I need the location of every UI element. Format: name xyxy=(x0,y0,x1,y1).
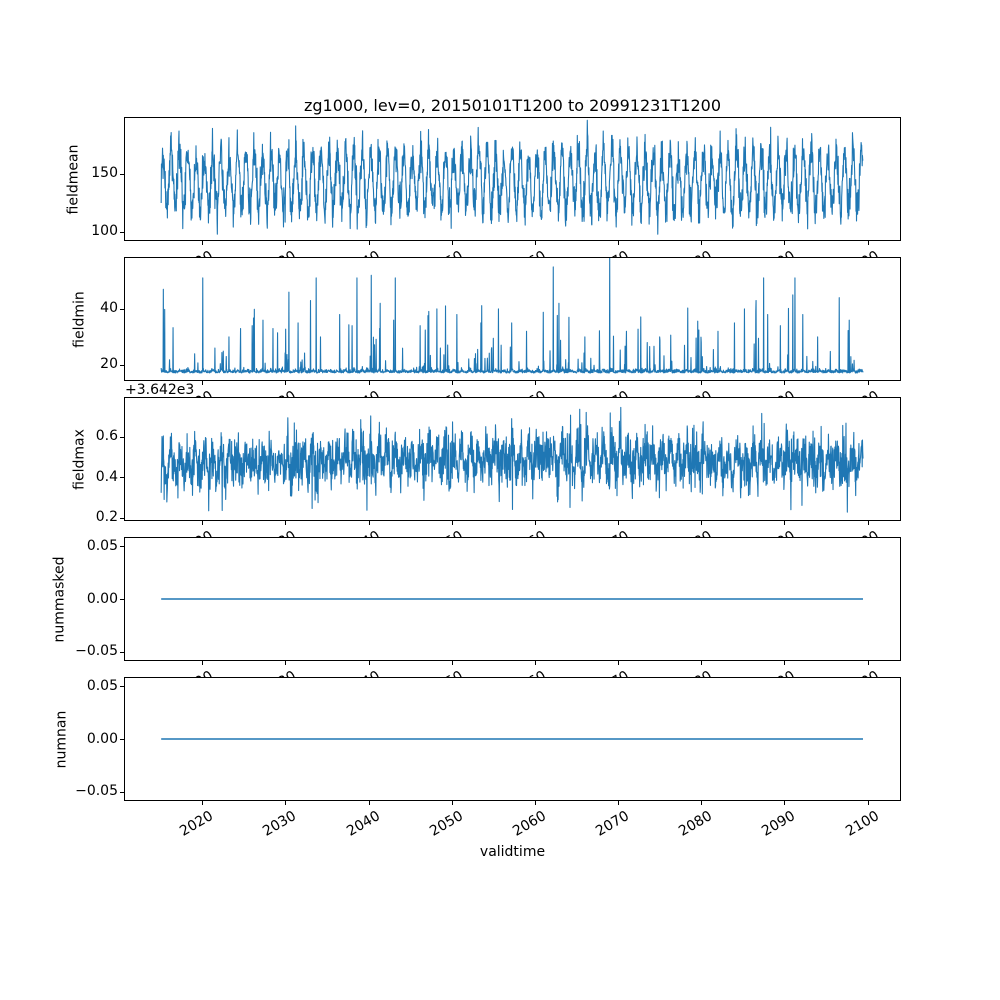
x-tick xyxy=(369,661,370,665)
x-tick xyxy=(701,801,702,805)
figure-title: zg1000, lev=0, 20150101T1200 to 20991231… xyxy=(303,96,722,115)
x-tick xyxy=(535,661,536,665)
x-tick-label: 2100 xyxy=(842,808,882,840)
y-tick xyxy=(120,546,124,547)
x-tick xyxy=(202,521,203,525)
x-tick xyxy=(868,241,869,245)
x-tick xyxy=(369,801,370,805)
x-tick xyxy=(701,381,702,385)
y-tick xyxy=(120,477,124,478)
y-tick-label: 150 xyxy=(91,165,118,181)
x-tick xyxy=(452,661,453,665)
y-axis-offset-text: +3.642e3 xyxy=(125,382,195,398)
x-tick xyxy=(285,661,286,665)
x-tick xyxy=(784,381,785,385)
x-tick xyxy=(535,521,536,525)
x-tick xyxy=(868,661,869,665)
x-tick xyxy=(868,521,869,525)
x-tick-label: 2060 xyxy=(510,808,549,840)
x-tick xyxy=(285,381,286,385)
x-tick xyxy=(202,801,203,805)
x-tick xyxy=(535,801,536,805)
subplot-numnan xyxy=(124,677,901,801)
y-tick-label: 100 xyxy=(91,223,118,239)
y-tick xyxy=(120,686,124,687)
x-tick xyxy=(784,801,785,805)
y-tick-label: 0.00 xyxy=(86,731,118,747)
y-tick xyxy=(120,309,124,310)
x-tick xyxy=(202,381,203,385)
x-tick xyxy=(535,381,536,385)
y-tick-label: −0.05 xyxy=(75,783,118,799)
y-tick xyxy=(120,652,124,653)
x-tick xyxy=(285,521,286,525)
x-tick xyxy=(701,241,702,245)
nummasked-series-line xyxy=(125,538,900,660)
y-axis-label-fieldmax: fieldmax xyxy=(71,428,88,490)
subplot-nummasked xyxy=(124,537,901,661)
numnan-series-line xyxy=(125,678,900,800)
subplot-fieldmean xyxy=(124,117,901,241)
subplot-fieldmin xyxy=(124,257,901,381)
x-tick xyxy=(784,661,785,665)
y-tick-label: 0.00 xyxy=(86,591,118,607)
y-tick-label: 0.2 xyxy=(95,509,118,525)
x-tick-label: 2020 xyxy=(177,808,217,840)
y-tick xyxy=(120,518,124,519)
x-tick xyxy=(369,381,370,385)
y-tick-label: 0.05 xyxy=(86,538,118,554)
x-tick xyxy=(202,241,203,245)
x-tick xyxy=(285,241,286,245)
x-tick xyxy=(285,801,286,805)
y-tick xyxy=(120,232,124,233)
x-tick xyxy=(452,801,453,805)
fieldmax-series-line xyxy=(125,398,900,520)
x-tick xyxy=(452,241,453,245)
x-tick xyxy=(202,661,203,665)
y-tick xyxy=(120,174,124,175)
x-axis-label: validtime xyxy=(479,844,546,860)
x-tick xyxy=(535,241,536,245)
x-tick xyxy=(784,241,785,245)
x-tick xyxy=(369,241,370,245)
y-tick-label: 0.6 xyxy=(95,428,118,444)
y-tick-label: 20 xyxy=(100,356,118,372)
y-tick-label: 0.4 xyxy=(95,469,118,485)
x-tick xyxy=(452,381,453,385)
y-tick xyxy=(120,599,124,600)
fieldmean-series-line xyxy=(125,118,900,240)
x-tick xyxy=(369,521,370,525)
x-tick xyxy=(618,521,619,525)
x-tick-label: 2080 xyxy=(676,808,716,840)
y-axis-label-numnan: numnan xyxy=(53,710,70,768)
y-tick-label: 0.05 xyxy=(86,678,118,694)
x-tick-label: 2050 xyxy=(426,808,466,840)
y-tick xyxy=(120,437,124,438)
x-tick xyxy=(618,241,619,245)
x-tick xyxy=(618,381,619,385)
x-tick xyxy=(701,521,702,525)
y-tick xyxy=(120,792,124,793)
x-tick-label: 2090 xyxy=(759,808,799,840)
x-tick-label: 2030 xyxy=(260,808,300,840)
x-tick xyxy=(784,521,785,525)
fieldmin-series-line xyxy=(125,258,900,380)
subplot-fieldmax xyxy=(124,397,901,521)
y-tick-label: −0.05 xyxy=(75,643,118,659)
x-tick xyxy=(701,661,702,665)
x-tick xyxy=(868,801,869,805)
x-tick-label: 2040 xyxy=(343,808,383,840)
x-tick xyxy=(868,381,869,385)
x-tick xyxy=(452,521,453,525)
x-tick xyxy=(618,801,619,805)
x-tick xyxy=(618,661,619,665)
y-tick xyxy=(120,365,124,366)
x-tick-label: 2070 xyxy=(593,808,633,840)
y-tick-label: 40 xyxy=(100,300,118,316)
y-tick xyxy=(120,739,124,740)
